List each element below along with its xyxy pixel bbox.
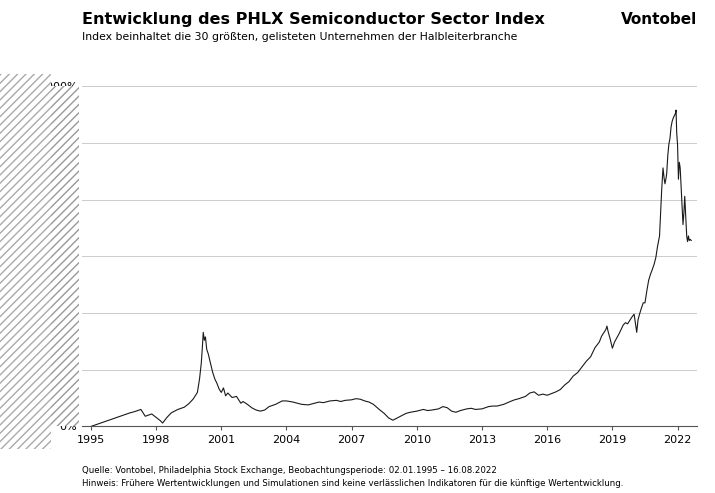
Text: Entwicklung des PHLX Semiconductor Sector Index: Entwicklung des PHLX Semiconductor Secto… (82, 12, 545, 27)
Text: Vontobel: Vontobel (621, 12, 697, 27)
Text: Index beinhaltet die 30 größten, gelisteten Unternehmen der Halbleiterbranche: Index beinhaltet die 30 größten, geliste… (82, 32, 518, 42)
Y-axis label: Wertentwicklung in US-Dollar: Wertentwicklung in US-Dollar (23, 175, 33, 338)
Text: Hinweis: Frühere Wertentwicklungen und Simulationen sind keine verlässlichen Ind: Hinweis: Frühere Wertentwicklungen und S… (82, 479, 623, 488)
Text: Quelle: Vontobel, Philadelphia Stock Exchange, Beobachtungsperiode: 02.01.1995 –: Quelle: Vontobel, Philadelphia Stock Exc… (82, 466, 497, 475)
